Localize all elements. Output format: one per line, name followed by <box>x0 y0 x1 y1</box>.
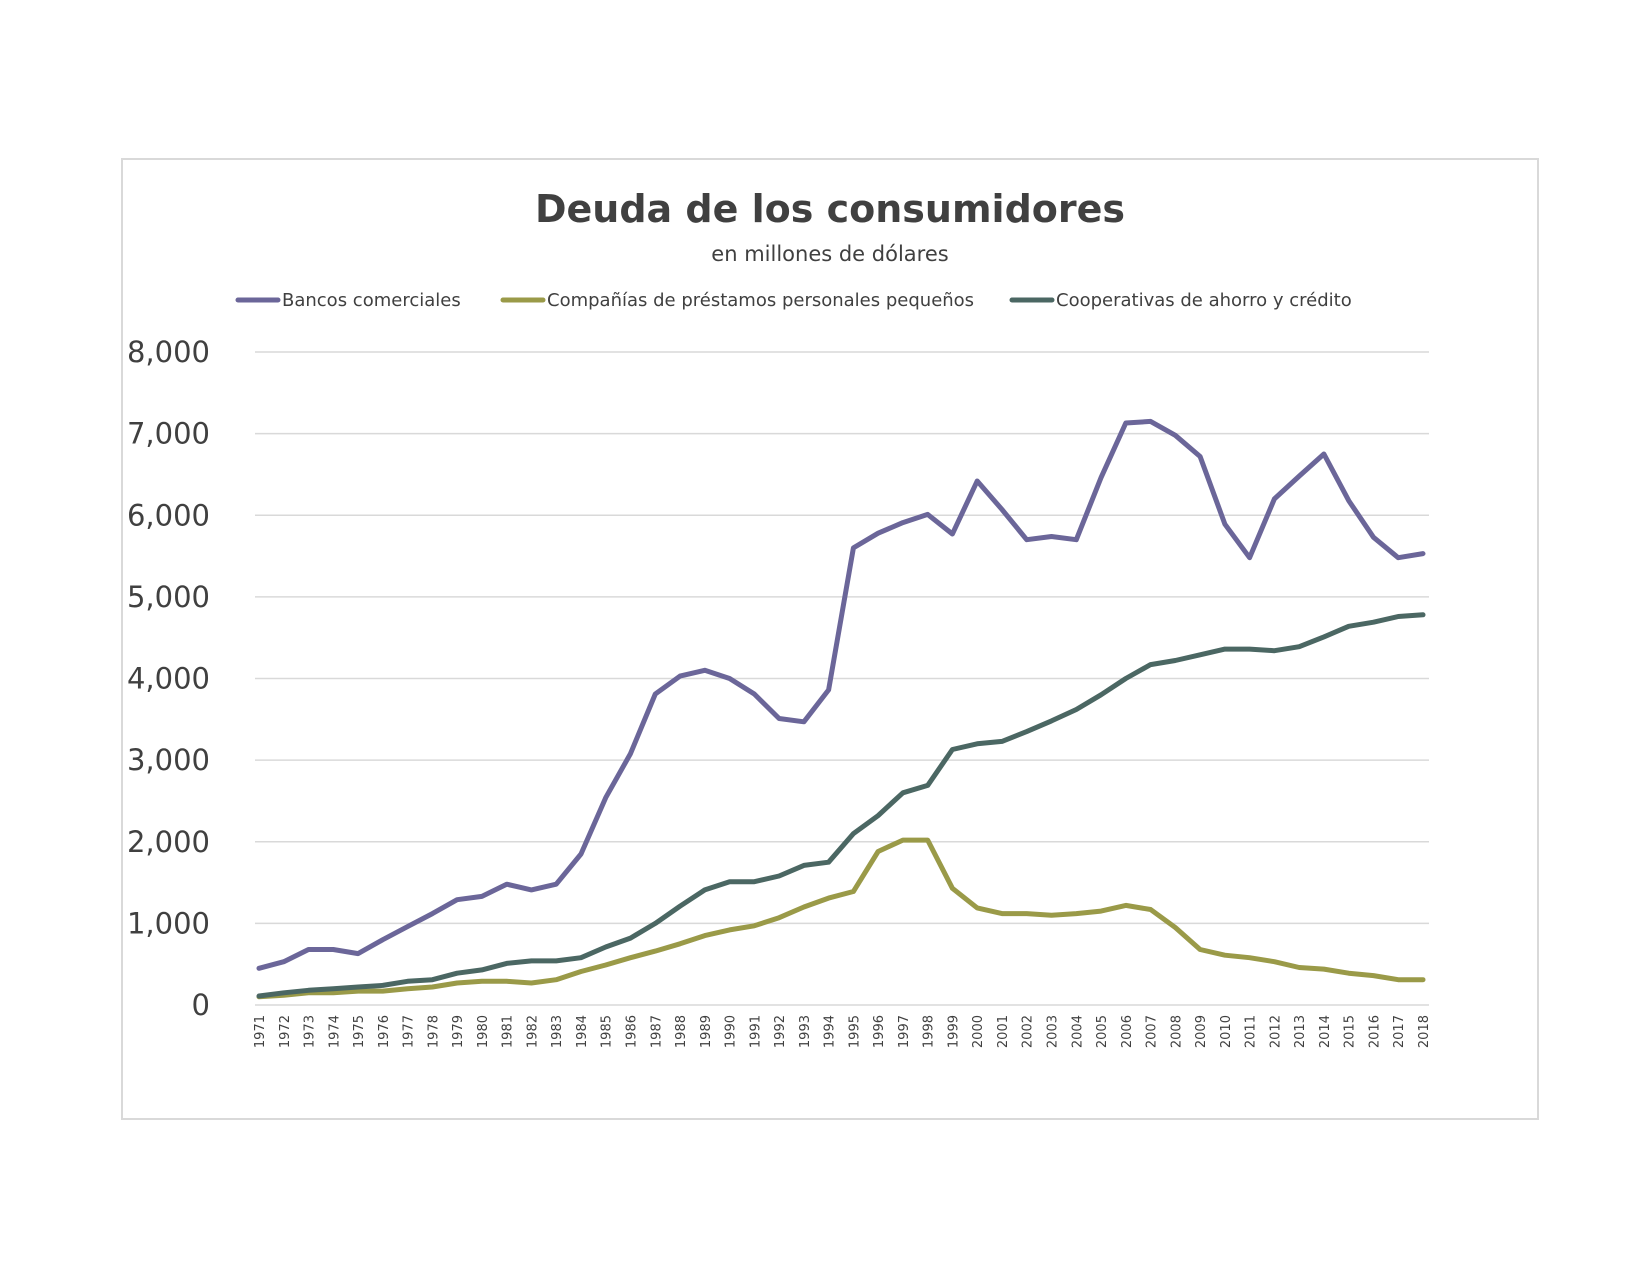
x-tick-label: 1978 <box>426 1015 441 1048</box>
x-tick-label: 1987 <box>649 1015 664 1048</box>
x-tick-label: 2011 <box>1244 1015 1259 1048</box>
y-tick-label: 5,000 <box>127 580 210 614</box>
x-tick-label: 1994 <box>823 1015 838 1048</box>
chart-title: Deuda de los consumidores <box>535 187 1125 231</box>
y-tick-label: 4,000 <box>127 662 210 696</box>
series-line <box>256 612 1426 999</box>
chart-subtitle: en millones de dólares <box>711 242 948 266</box>
x-tick-label: 1982 <box>525 1015 540 1048</box>
legend-label: Compañías de préstamos personales pequeñ… <box>547 290 974 311</box>
gridlines <box>255 351 1429 1006</box>
x-tick-label: 1976 <box>377 1015 392 1048</box>
x-tick-label: 1974 <box>327 1015 342 1048</box>
x-tick-label: 1995 <box>847 1015 862 1048</box>
x-axis-ticks: 1971 1972 1973 1974 1975 1976 1977 1978 1979 1980… <box>253 1015 1432 1048</box>
x-tick-label: 1996 <box>872 1015 887 1048</box>
x-tick-label: 2008 <box>1169 1015 1184 1048</box>
x-tick-label: 2018 <box>1417 1015 1432 1048</box>
x-tick-label: 1984 <box>575 1015 590 1048</box>
x-tick-label: 1979 <box>451 1015 466 1048</box>
x-tick-label: 2016 <box>1367 1015 1382 1048</box>
x-tick-label: 1997 <box>897 1015 912 1048</box>
legend-label: Cooperativas de ahorro y crédito <box>1056 290 1352 311</box>
x-tick-label: 1986 <box>624 1015 639 1048</box>
x-tick-label: 2004 <box>1070 1015 1085 1048</box>
line-chart: Deuda de los consumidores en millones de… <box>127 187 1432 1048</box>
x-tick-label: 2000 <box>971 1015 986 1048</box>
x-tick-label: 2003 <box>1046 1015 1061 1048</box>
x-tick-label: 2002 <box>1021 1015 1036 1048</box>
series-line <box>256 837 1426 1000</box>
series-lines <box>256 418 1426 1000</box>
y-tick-label: 0 <box>192 988 210 1022</box>
x-tick-label: 2017 <box>1392 1015 1407 1048</box>
x-tick-label: 1988 <box>674 1015 689 1048</box>
x-tick-label: 1993 <box>798 1015 813 1048</box>
y-tick-label: 8,000 <box>127 335 210 369</box>
x-tick-label: 2009 <box>1194 1015 1209 1048</box>
y-tick-label: 7,000 <box>127 417 210 451</box>
x-tick-label: 2006 <box>1120 1015 1135 1048</box>
x-tick-label: 1991 <box>748 1015 763 1048</box>
x-tick-label: 1981 <box>501 1015 516 1048</box>
x-tick-label: 1972 <box>278 1015 293 1048</box>
legend: Bancos comerciales Compañías de préstamos… <box>235 290 1352 311</box>
y-axis-ticks: 0 1,000 2,000 3,000 4,000 5,000 6,000 7,000 8,00… <box>127 335 210 1022</box>
x-tick-label: 2001 <box>996 1015 1011 1048</box>
x-tick-label: 1992 <box>773 1015 788 1048</box>
x-tick-label: 2012 <box>1268 1015 1283 1048</box>
x-tick-label: 2007 <box>1145 1015 1160 1048</box>
x-tick-label: 1985 <box>600 1015 615 1048</box>
x-tick-label: 1977 <box>402 1015 417 1048</box>
x-tick-label: 1980 <box>476 1015 491 1048</box>
x-tick-label: 1999 <box>946 1015 961 1048</box>
chart-frame: Deuda de los consumidores en millones de… <box>121 158 1539 1120</box>
x-tick-label: 2013 <box>1293 1015 1308 1048</box>
y-tick-label: 6,000 <box>127 498 210 532</box>
x-tick-label: 2010 <box>1219 1015 1234 1048</box>
x-tick-label: 1975 <box>352 1015 367 1048</box>
x-tick-label: 1983 <box>550 1015 565 1048</box>
x-tick-label: 1989 <box>699 1015 714 1048</box>
x-tick-label: 2014 <box>1318 1015 1333 1048</box>
series-line <box>256 418 1426 971</box>
x-tick-label: 1998 <box>922 1015 937 1048</box>
x-tick-label: 1971 <box>253 1015 268 1048</box>
x-tick-label: 1973 <box>303 1015 318 1048</box>
y-tick-label: 2,000 <box>127 825 210 859</box>
x-tick-label: 2015 <box>1343 1015 1358 1048</box>
x-tick-label: 1990 <box>724 1015 739 1048</box>
y-tick-label: 3,000 <box>127 743 210 777</box>
y-tick-label: 1,000 <box>127 906 210 940</box>
legend-label: Bancos comerciales <box>282 290 461 311</box>
x-tick-label: 2005 <box>1095 1015 1110 1048</box>
